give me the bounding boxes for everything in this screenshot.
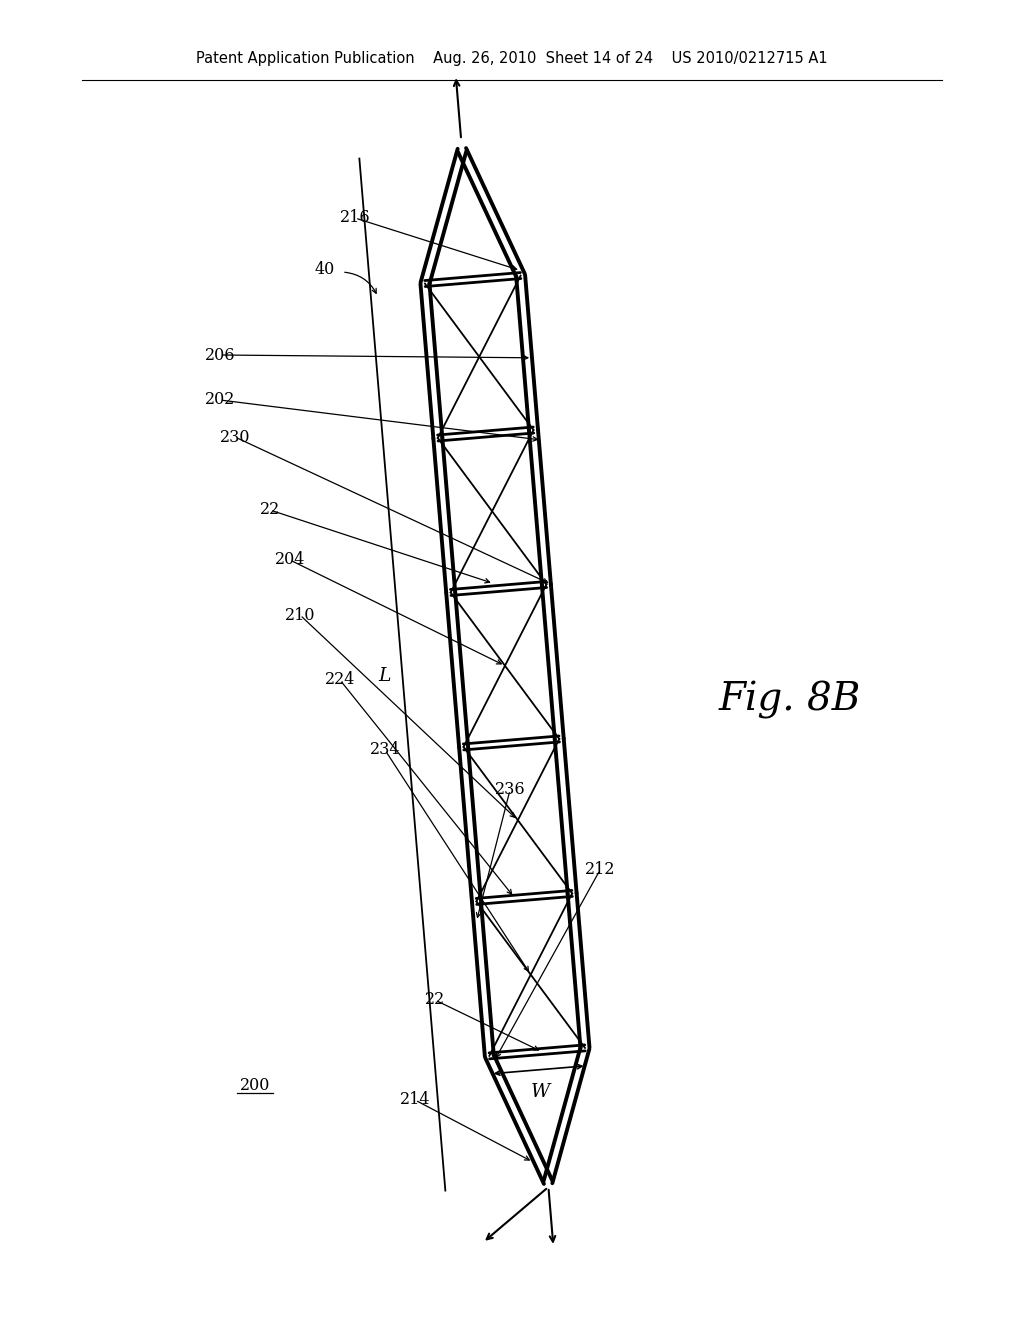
Text: 204: 204 [274,552,305,569]
Text: 212: 212 [585,862,615,879]
Text: 230: 230 [220,429,250,446]
Text: Fig. 8B: Fig. 8B [719,681,861,719]
Text: 22: 22 [260,502,281,519]
Text: L: L [378,667,391,685]
Text: 22: 22 [425,991,445,1008]
Text: 216: 216 [340,210,371,227]
Text: 206: 206 [205,346,236,363]
Text: 224: 224 [325,672,355,689]
Text: 202: 202 [205,392,236,408]
Text: 40: 40 [314,261,335,279]
Text: Patent Application Publication    Aug. 26, 2010  Sheet 14 of 24    US 2010/02127: Patent Application Publication Aug. 26, … [197,50,827,66]
Text: 214: 214 [399,1092,430,1109]
Text: 236: 236 [495,781,525,799]
Text: 200: 200 [240,1077,270,1093]
Text: W: W [530,1082,550,1101]
Text: 210: 210 [285,606,315,623]
Text: 234: 234 [370,742,400,759]
